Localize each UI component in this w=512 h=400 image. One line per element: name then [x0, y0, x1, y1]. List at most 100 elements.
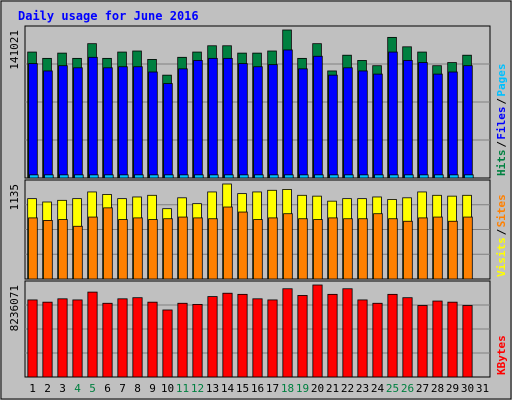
bar-sites-day-4: [73, 225, 83, 280]
bar-kbytes-day-11: [177, 302, 188, 378]
bar-files-day-13: [208, 57, 218, 179]
bar-pages-day-5: [89, 174, 99, 179]
day-label-6: 6: [104, 382, 111, 395]
bar-pages-day-13: [209, 174, 219, 179]
bar-pages-day-22: [344, 174, 354, 179]
day-label-25: 25: [386, 382, 399, 395]
bar-pages-day-8: [134, 174, 144, 179]
bar-kbytes-day-25: [387, 293, 398, 378]
bar-sites-day-30: [463, 216, 473, 280]
legend-hits: Hits: [495, 150, 508, 177]
bar-sites-day-27: [418, 217, 428, 280]
bar-kbytes-day-21: [327, 293, 338, 378]
day-label-1: 1: [29, 382, 36, 395]
bar-files-day-12: [193, 60, 203, 179]
bar-files-day-7: [118, 66, 128, 179]
bar-kbytes-day-2: [42, 301, 53, 378]
bar-kbytes-day-9: [147, 301, 158, 378]
day-label-31: 31: [476, 382, 489, 395]
bar-kbytes-day-22: [342, 288, 353, 378]
bar-files-day-11: [178, 68, 188, 179]
bar-sites-day-7: [118, 219, 128, 280]
bar-pages-day-11: [179, 174, 189, 179]
bar-kbytes-day-18: [282, 288, 293, 378]
bar-sites-day-17: [268, 217, 278, 280]
bar-files-day-22: [343, 67, 353, 179]
bar-kbytes-day-1: [27, 299, 38, 378]
bar-kbytes-day-24: [372, 302, 383, 378]
bar-kbytes-day-20: [312, 284, 323, 378]
bar-sites-day-9: [148, 219, 158, 280]
bar-files-day-18: [283, 49, 293, 179]
bar-kbytes-day-4: [72, 299, 83, 378]
day-label-19: 19: [296, 382, 309, 395]
bar-kbytes-day-8: [132, 297, 143, 378]
bar-sites-day-19: [298, 218, 308, 280]
bar-kbytes-day-29: [447, 301, 458, 378]
legend-pages: Pages: [495, 63, 508, 96]
day-label-13: 13: [206, 382, 219, 395]
bar-kbytes-day-28: [432, 300, 443, 378]
bar-kbytes-day-13: [207, 296, 218, 378]
bar-pages-day-21: [329, 174, 339, 179]
bar-sites-day-18: [283, 213, 293, 280]
y-max-label: 8236071: [8, 285, 21, 331]
day-label-26: 26: [401, 382, 414, 395]
bar-pages-day-3: [59, 174, 69, 179]
bar-sites-day-13: [208, 218, 218, 280]
bar-pages-day-30: [464, 174, 474, 179]
bar-pages-day-24: [374, 174, 384, 179]
bar-files-day-14: [223, 57, 233, 179]
bar-files-day-26: [403, 60, 413, 179]
bar-files-day-25: [388, 51, 398, 179]
day-label-3: 3: [59, 382, 66, 395]
bar-sites-day-3: [58, 219, 68, 280]
bar-pages-day-20: [314, 174, 324, 179]
bar-kbytes-day-30: [462, 305, 473, 378]
bar-kbytes-day-19: [297, 295, 308, 378]
bar-sites-day-29: [448, 220, 458, 280]
day-label-11: 11: [176, 382, 189, 395]
bar-files-day-1: [28, 63, 38, 179]
bar-pages-day-4: [74, 174, 84, 179]
day-label-7: 7: [119, 382, 126, 395]
legend-sites: Sites: [495, 194, 508, 227]
bar-pages-day-2: [44, 174, 54, 179]
legend-kbytes: KBytes: [495, 335, 508, 375]
day-label-23: 23: [356, 382, 369, 395]
day-label-4: 4: [74, 382, 81, 395]
bar-files-day-4: [73, 67, 83, 179]
bar-sites-day-16: [253, 219, 263, 280]
bar-sites-day-28: [433, 216, 443, 280]
bar-kbytes-day-17: [267, 299, 278, 378]
day-label-27: 27: [416, 382, 429, 395]
bar-files-day-2: [43, 70, 53, 179]
bar-sites-day-20: [313, 219, 323, 280]
bar-pages-day-25: [389, 174, 399, 179]
bar-files-day-20: [313, 55, 323, 179]
bar-kbytes-day-3: [57, 298, 68, 378]
day-label-15: 15: [236, 382, 249, 395]
day-label-17: 17: [266, 382, 279, 395]
day-label-24: 24: [371, 382, 385, 395]
bar-files-day-21: [328, 74, 338, 179]
bar-pages-day-19: [299, 174, 309, 179]
bar-sites-day-12: [193, 217, 203, 280]
bar-kbytes-day-26: [402, 297, 413, 378]
day-label-22: 22: [341, 382, 354, 395]
legend-files: Files: [495, 106, 508, 139]
bar-sites-day-14: [223, 206, 233, 280]
bar-sites-day-23: [358, 218, 368, 280]
bar-files-day-29: [448, 71, 458, 179]
bar-files-day-27: [418, 62, 428, 179]
bar-kbytes-day-5: [87, 291, 98, 378]
day-label-20: 20: [311, 382, 324, 395]
day-label-9: 9: [149, 382, 156, 395]
bar-files-day-23: [358, 70, 368, 179]
bar-sites-day-22: [343, 218, 353, 280]
bar-sites-day-8: [133, 217, 143, 280]
bar-sites-day-2: [43, 220, 53, 280]
bar-files-day-10: [163, 83, 173, 179]
legend-visits: Visits: [495, 237, 508, 277]
